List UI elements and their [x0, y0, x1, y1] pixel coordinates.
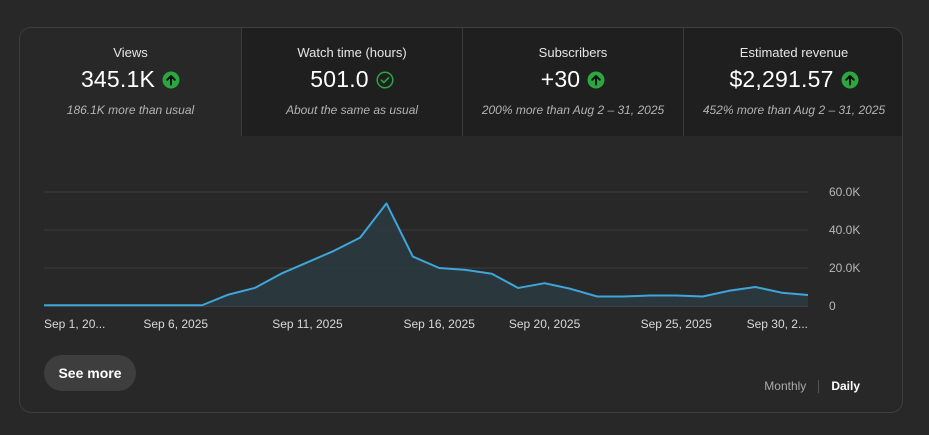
- metric-value: +30: [540, 66, 581, 92]
- metric-value-row: 501.0: [242, 66, 462, 93]
- x-tick-label: Sep 1, 20...: [44, 317, 105, 331]
- y-tick-label: 60.0K: [829, 185, 860, 199]
- metric-tab-views[interactable]: Views 345.1K 186.1K more than usual: [20, 28, 241, 136]
- y-tick-label: 40.0K: [829, 223, 860, 237]
- granularity-toggle: Monthly Daily: [764, 379, 860, 393]
- arrow-up-circle-icon: [841, 71, 859, 89]
- metric-value: 501.0: [310, 66, 369, 92]
- analytics-card: Views 345.1K 186.1K more than usual Watch t…: [19, 27, 903, 413]
- metric-comparison: 452% more than Aug 2 – 31, 2025: [702, 103, 886, 117]
- arrow-up-circle-icon: [587, 71, 605, 89]
- metric-value-row: $2,291.57: [684, 66, 902, 93]
- metric-tab-revenue[interactable]: Estimated revenue $2,291.57 452% more than…: [683, 28, 902, 136]
- metric-label: Estimated revenue: [739, 45, 849, 60]
- metric-tabs: Views 345.1K 186.1K more than usual Watch t…: [20, 28, 902, 136]
- metric-value: $2,291.57: [729, 66, 834, 92]
- check-circle-icon: [376, 70, 394, 89]
- metric-comparison: 200% more than Aug 2 – 31, 2025: [481, 103, 665, 117]
- see-more-button[interactable]: See more: [44, 355, 136, 391]
- monthly-option[interactable]: Monthly: [764, 379, 807, 393]
- arrow-up-circle-icon: [162, 71, 180, 89]
- metric-comparison: 186.1K more than usual: [66, 103, 195, 117]
- views-area: [44, 203, 808, 306]
- daily-option[interactable]: Daily: [831, 379, 860, 393]
- metric-comparison: About the same as usual: [285, 103, 419, 117]
- x-tick-label: Sep 30, 2...: [747, 317, 808, 331]
- views-line: [44, 202, 809, 307]
- toggle-divider: [818, 379, 820, 393]
- metric-label: Watch time (hours): [297, 45, 407, 60]
- metric-tab-subscribers[interactable]: Subscribers +30 200% more than Aug 2 – 31,…: [462, 28, 683, 136]
- x-tick-label: Sep 20, 2025: [509, 317, 581, 331]
- x-tick-label: Sep 16, 2025: [403, 317, 475, 331]
- metric-tab-watch-time[interactable]: Watch time (hours) 501.0 About the same as…: [241, 28, 462, 136]
- metric-value-row: 345.1K: [20, 66, 241, 93]
- x-tick-label: Sep 6, 2025: [143, 317, 208, 331]
- metric-label: Subscribers: [538, 45, 608, 60]
- views-chart: 0 20.0K 40.0K 60.0K Sep 1, 20... Sep 6, 2025 S…: [44, 185, 860, 331]
- y-tick-label: 0: [829, 299, 836, 313]
- x-tick-label: Sep 11, 2025: [272, 317, 343, 331]
- y-tick-label: 20.0K: [829, 261, 860, 275]
- metric-label: Views: [113, 45, 148, 60]
- metric-value: 345.1K: [80, 66, 156, 92]
- x-tick-label: Sep 25, 2025: [641, 317, 713, 331]
- metric-value-row: +30: [463, 66, 683, 93]
